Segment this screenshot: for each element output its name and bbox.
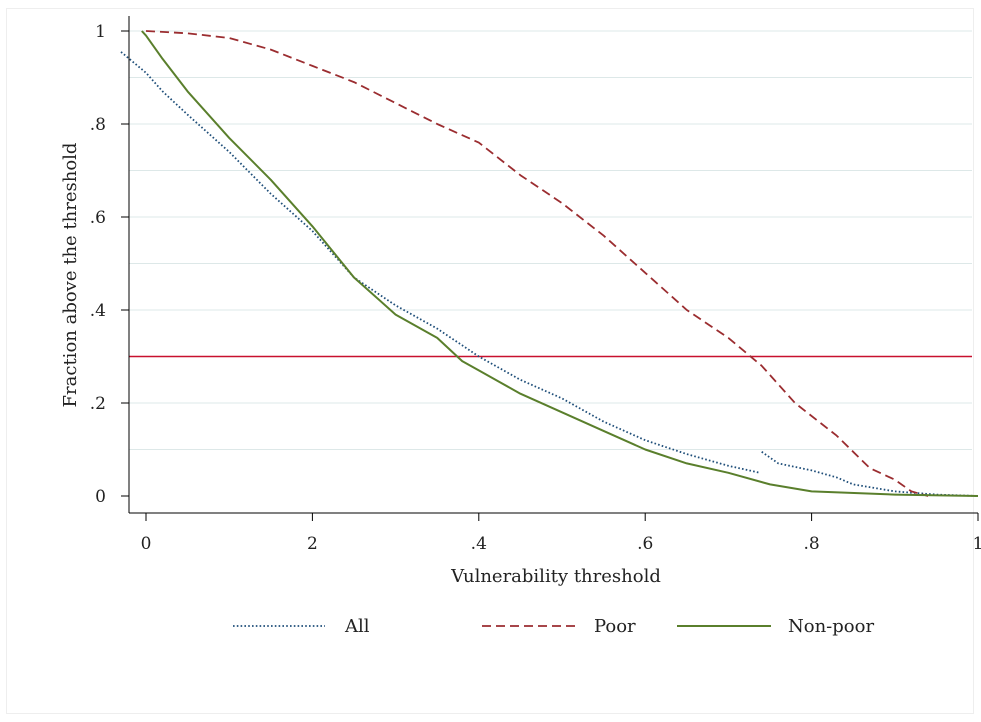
y-tick-label: 0 <box>95 487 106 507</box>
series-line-all <box>761 451 979 497</box>
y-tick-label: .8 <box>90 115 106 135</box>
x-tick-label: .8 <box>803 534 819 554</box>
x-tick-label: 0 <box>141 534 152 554</box>
series-line-all <box>120 51 761 474</box>
y-tick-label: .4 <box>90 301 106 321</box>
legend-label: Poor <box>594 616 636 637</box>
series-layer <box>120 30 979 497</box>
gridlines <box>129 30 972 450</box>
x-tick-label: .6 <box>637 534 653 554</box>
x-tick-label: 1 <box>973 534 981 554</box>
tick-labels: 0 2 .4 .6 .8 1 0 .2 .4 .6 .8 1 <box>90 22 981 554</box>
legend-label: All <box>344 616 370 637</box>
axes <box>121 16 979 521</box>
x-tick-label: .4 <box>471 534 487 554</box>
legend: All Poor Non-poor <box>233 616 874 637</box>
x-axis-label: Vulnerability threshold <box>450 566 661 587</box>
y-tick-label: .2 <box>90 394 106 414</box>
x-tick-label: 2 <box>307 534 318 554</box>
y-tick-label: .6 <box>90 208 106 228</box>
series-line-poor <box>145 30 929 497</box>
series-line-non-poor <box>141 30 979 497</box>
y-tick-label: 1 <box>95 22 106 42</box>
chart-frame <box>6 8 974 714</box>
legend-label: Non-poor <box>788 616 874 637</box>
y-axis-label: Fraction above the threshold <box>60 143 81 408</box>
